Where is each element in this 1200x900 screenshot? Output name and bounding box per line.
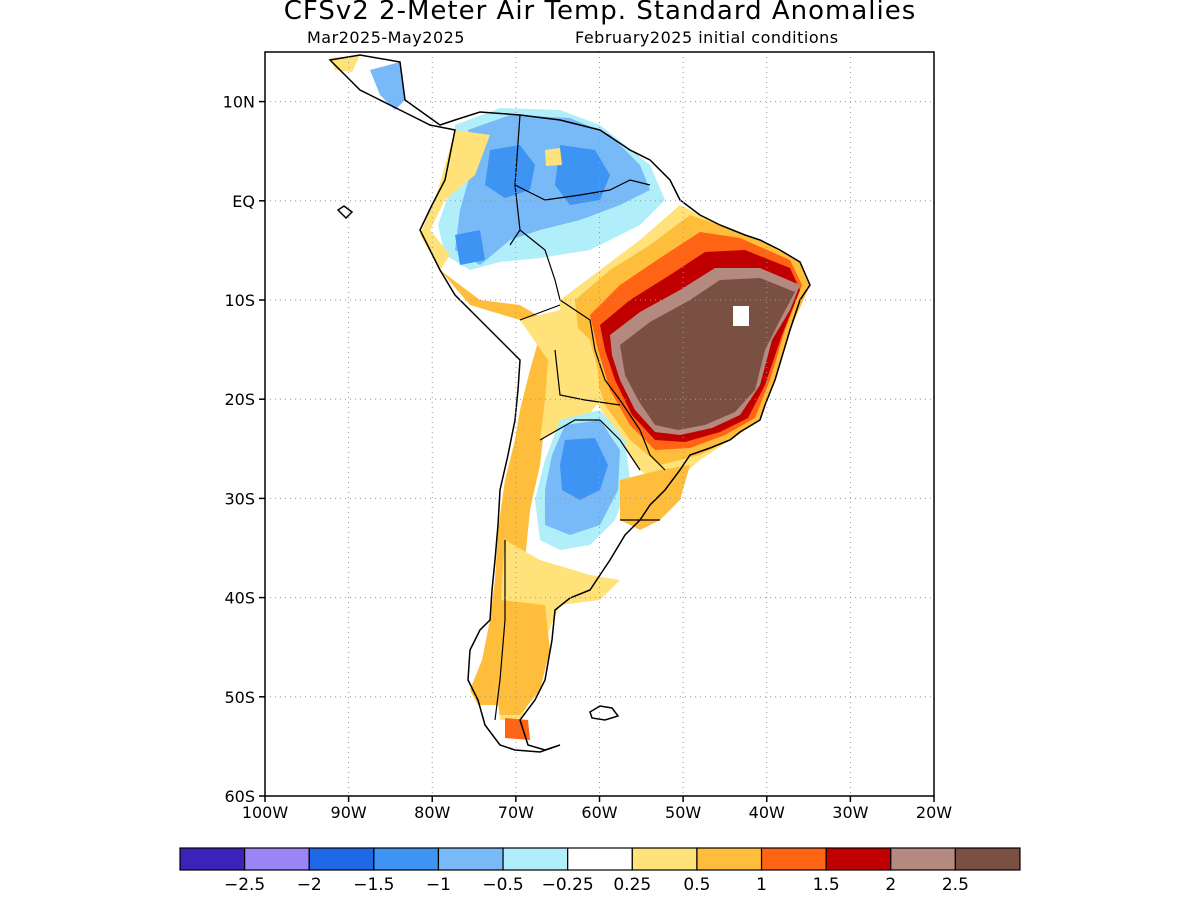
- legend-label: −1.5: [353, 875, 394, 895]
- legend-swatch: [567, 847, 633, 871]
- legend-swatch: [954, 847, 1021, 871]
- tierra-del-fuego-warm: [505, 718, 530, 740]
- bolivia-warm: [520, 310, 600, 440]
- legend-label: 2.5: [942, 875, 969, 895]
- legend-swatch: [890, 847, 956, 871]
- initial-conditions: February2025 initial conditions: [575, 28, 839, 47]
- lat-tick-label: 20S: [224, 390, 255, 409]
- anomaly-fill-layer: [330, 55, 810, 745]
- legend-swatch: [373, 847, 440, 871]
- lon-tick-label: 40W: [749, 803, 785, 822]
- galapagos: [336, 205, 354, 220]
- country-borders: [494, 114, 666, 721]
- color-legend: −2.5 −2 −1.5 −1 −0.5 −0.25 0.25 0.5 1 1.5 2 2.5: [179, 847, 1021, 895]
- legend-swatch: [760, 847, 827, 871]
- legend-label: 1.5: [813, 875, 840, 895]
- north-cool-strong-2: [555, 145, 610, 205]
- lat-tick-label: 10N: [223, 93, 255, 112]
- north-warm-pocket: [545, 148, 562, 166]
- legend-label: −1: [426, 875, 451, 895]
- south-warm-2: [495, 600, 550, 715]
- legend-label: −0.25: [542, 875, 594, 895]
- legend-label: −0.5: [482, 875, 523, 895]
- brazil-warm-6: [620, 278, 795, 430]
- lon-tick-label: 80W: [414, 803, 450, 822]
- legend-swatch: [631, 847, 698, 871]
- forecast-period: Mar2025-May2025: [307, 28, 465, 47]
- lat-tick-label: EQ: [232, 192, 255, 211]
- missing-data-cell: [733, 306, 749, 326]
- uruguay-warm: [620, 465, 690, 530]
- legend-label: −2.5: [224, 875, 265, 895]
- north-cool-strong: [485, 145, 535, 198]
- lat-tick-label: 10S: [224, 291, 255, 310]
- legend-label: 2: [885, 875, 896, 895]
- legend-swatch: [437, 847, 504, 871]
- lon-tick-label: 70W: [498, 803, 534, 822]
- andes-warm: [440, 270, 555, 705]
- legend-swatch: [825, 847, 892, 871]
- west-coast-warm: [420, 130, 490, 270]
- central-america-cool: [370, 62, 405, 110]
- legend-swatch: [179, 847, 246, 871]
- lon-tick-label: 20W: [916, 803, 952, 822]
- legend-label: 0.25: [613, 875, 651, 895]
- lat-tick-label: 30S: [224, 489, 255, 508]
- lon-tick-label: 30W: [832, 803, 868, 822]
- lon-tick-label: 50W: [665, 803, 701, 822]
- legend-label: 1: [756, 875, 767, 895]
- south-cool-strong: [560, 438, 608, 500]
- map-title: CFSv2 2-Meter Air Temp. Standard Anomali…: [283, 0, 917, 26]
- legend-swatch: [308, 847, 375, 871]
- lat-tick-label: 50S: [224, 688, 255, 707]
- north-cool-strong-3: [455, 230, 485, 265]
- lon-tick-label: 60W: [581, 803, 617, 822]
- lat-tick-label: 40S: [224, 589, 255, 608]
- legend-swatch: [502, 847, 569, 871]
- legend-label: 0.5: [683, 875, 710, 895]
- legend-swatch: [244, 847, 310, 871]
- legend-swatch: [696, 847, 763, 871]
- legend-label: −2: [297, 875, 322, 895]
- falkland-islands: [589, 705, 620, 721]
- lat-tick-label: 60S: [224, 787, 255, 806]
- lon-tick-label: 100W: [242, 803, 289, 822]
- lon-tick-label: 90W: [331, 803, 367, 822]
